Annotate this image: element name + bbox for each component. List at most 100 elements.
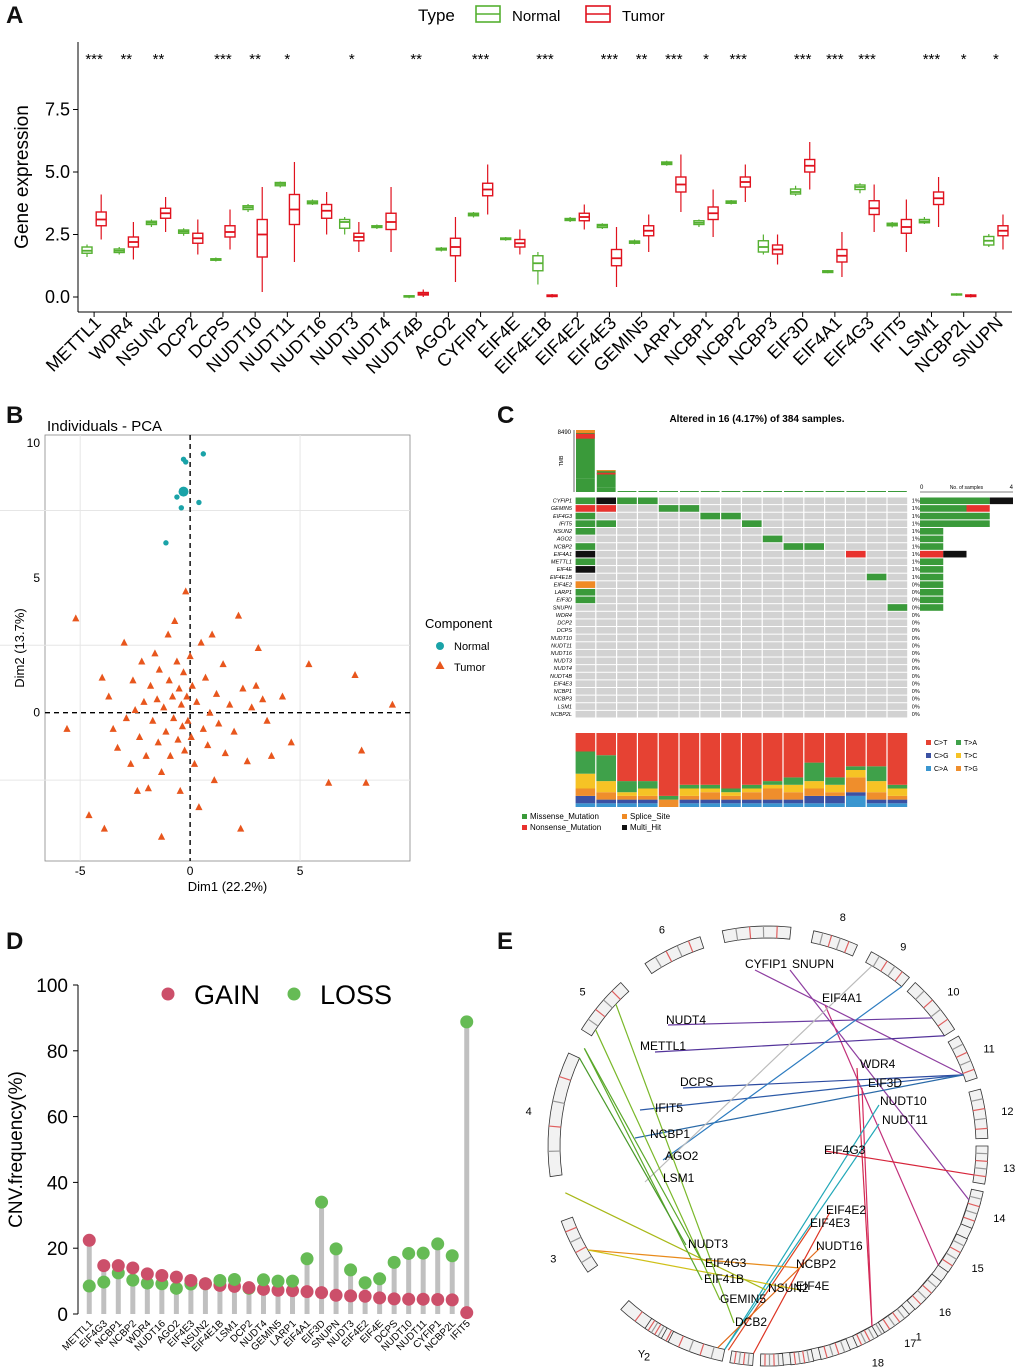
tumor-point [278,692,287,700]
mutation-cell [762,535,783,543]
grid-cell [658,588,679,596]
grid-cell [617,695,637,703]
chromosome-band [565,1226,577,1233]
grid-cell [825,611,845,619]
grid-cell [742,672,762,680]
significance-mark: *** [729,51,747,68]
titv-bar-TA [575,751,596,774]
sample-bar-segment [920,505,967,512]
grid-cell [742,535,762,543]
tumor-point [219,660,227,668]
chromosome-band [917,1290,927,1300]
grid-cell [846,672,866,680]
grid-cell [596,649,616,657]
normal-centroid [178,486,189,497]
grid-cell [887,672,908,680]
grid-cell [887,665,908,672]
gain-point [198,1277,212,1291]
grid-cell [887,596,908,604]
grid-cell [742,710,762,718]
tumor-point [208,630,216,638]
grid-cell [596,581,616,588]
panel-letter-d: D [6,928,24,955]
chromosome-band [699,1343,705,1356]
chromosome-label: 5 [580,986,586,998]
titv-bar-CT [825,733,845,778]
grid-cell [700,596,720,604]
grid-cell [762,596,783,604]
gene-label: NUDT16 [551,651,573,657]
titv-bar-TC [638,788,658,796]
grid-cell [866,611,887,619]
titv-bar-CA [866,803,887,807]
grid-cell [700,703,720,710]
titv-bar-CT [742,733,762,785]
titv-bar-CG [887,799,908,804]
tumor-point [85,811,93,819]
gene-label-nsun2: NSUN2 [768,1281,809,1295]
significance-mark: *** [923,51,941,68]
grid-cell [825,634,845,642]
grid-cell [866,588,887,596]
tumor-point [160,703,168,711]
grid-cell [617,512,637,520]
grid-cell [596,642,616,649]
chromosome-9 [865,951,910,988]
grid-cell [575,688,596,695]
grid-cell [887,573,908,581]
significance-mark: * [993,51,999,68]
grid-cell [783,512,804,520]
chromosome-band [880,960,888,972]
mutation-cell [846,550,866,558]
grid-cell [804,649,824,657]
tumor-point [157,832,166,840]
gene-label: DCP2 [557,621,572,627]
chromosome-band [688,1339,695,1352]
grid-cell [783,573,804,581]
grid-cell [804,550,824,558]
titv-bar-TG [887,795,908,800]
gene-percent: 1% [912,544,920,550]
grid-cell [658,520,679,527]
grid-cell [742,512,762,520]
sample-bar-segment [920,581,944,588]
titv-bar-CA [596,803,616,807]
gene-label-nudt4: NUDT4 [666,1013,706,1027]
mutation-cell [575,527,596,535]
grid-cell [825,527,845,535]
grid-cell [679,566,700,573]
grid-cell [783,604,804,611]
chromosome-band [587,1018,599,1027]
x-axis-label: Dim1 (22.2%) [188,879,267,894]
legend-loss-marker [287,987,301,1001]
titv-bar-CA [679,803,700,807]
chromosome-band [930,1008,941,1018]
grid-cell [887,627,908,634]
tumor-point [184,716,192,724]
chromosome-band [575,1246,587,1254]
normal-point [183,459,189,465]
grid-cell [596,665,616,672]
gene-label-dcb2: DCB2 [735,1315,767,1329]
chromosome-label: 1 [916,1331,922,1343]
tmb-bar [763,491,782,492]
normal-point [178,505,185,511]
grid-cell [846,649,866,657]
grid-cell [721,505,741,512]
tumor-point [155,665,163,673]
grid-cell [825,665,845,672]
mutation-cell [575,566,596,573]
grid-cell [804,581,824,588]
significance-mark: * [349,51,355,68]
chromosome-band [806,1350,810,1363]
grid-cell [638,665,658,672]
grid-cell [638,657,658,665]
grid-cell [721,642,741,649]
grid-cell [887,497,908,505]
tumor-point [162,727,170,735]
gain-point [242,1281,256,1295]
significance-mark: *** [472,51,490,68]
tmb-bar-missense [596,470,616,488]
chromosome-band [776,926,778,939]
significance-mark: ** [636,51,648,68]
